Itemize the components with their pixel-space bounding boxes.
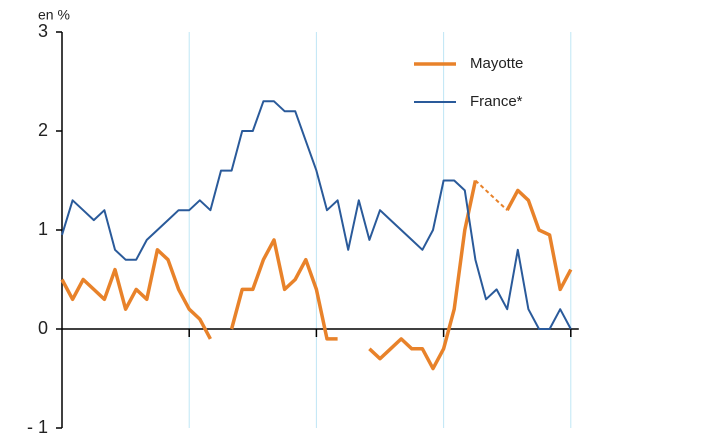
y-unit-label: en % <box>38 7 70 23</box>
legend-label: Mayotte <box>470 55 523 72</box>
gap-bridge <box>474 179 508 211</box>
y-tick-label: 3 <box>38 21 48 41</box>
series-line <box>61 100 572 330</box>
y-tick-label: 2 <box>38 120 48 140</box>
legend-label: France* <box>470 93 523 110</box>
y-tick-label: 1 <box>38 219 48 239</box>
series-line <box>60 180 573 371</box>
y-tick-label: 0 <box>38 318 48 338</box>
y-tick-label: - 1 <box>27 417 48 437</box>
